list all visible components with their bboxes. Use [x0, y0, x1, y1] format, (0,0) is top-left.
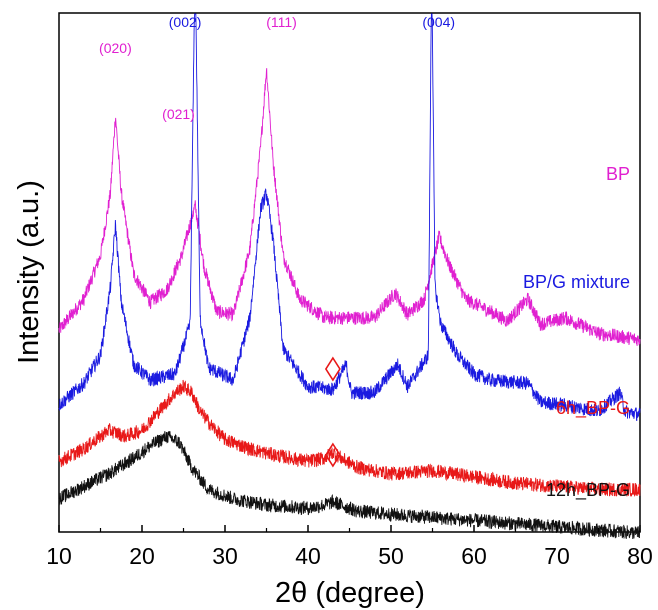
series-line-bp [58, 68, 641, 347]
series-label-12h-bp-g: 12h_BP-G [546, 480, 630, 501]
y-axis-label: Intensity (a.u.) [13, 180, 45, 364]
x-tick-label: 80 [627, 543, 653, 569]
peak-label-004: (004) [422, 14, 455, 30]
x-tick-label: 40 [295, 543, 321, 569]
x-axis-label: 2θ (degree) [275, 577, 425, 609]
series-label-bp-g-mixture: BP/G mixture [523, 272, 630, 292]
x-tick-label: 70 [544, 543, 570, 569]
diamond-marker [324, 356, 341, 382]
series-label-6h-bp-g: 6h_BP-G [556, 398, 630, 419]
x-axis-ticks: 10 20 30 40 50 60 70 80 [46, 525, 653, 569]
annotation-layer: (020) (021) (002) (111) (004) BP BP/G mi… [99, 14, 630, 501]
series-layer [58, 13, 641, 539]
series-line-12h-bp-g [58, 431, 641, 539]
x-tick-label: 10 [46, 543, 72, 569]
peak-label-020: (020) [99, 40, 132, 56]
peak-label-111: (111) [266, 14, 297, 30]
peak-label-002: (002) [169, 14, 202, 30]
series-line-6h-bp-g [58, 379, 641, 498]
peak-label-021: (021) [162, 106, 195, 122]
x-tick-label: 60 [461, 543, 487, 569]
x-tick-label: 30 [212, 543, 238, 569]
series-line-bp-g-mixture [58, 13, 641, 421]
series-label-bp: BP [606, 164, 630, 184]
diamond-marker [324, 442, 341, 468]
x-tick-label: 50 [378, 543, 404, 569]
x-tick-label: 20 [129, 543, 155, 569]
